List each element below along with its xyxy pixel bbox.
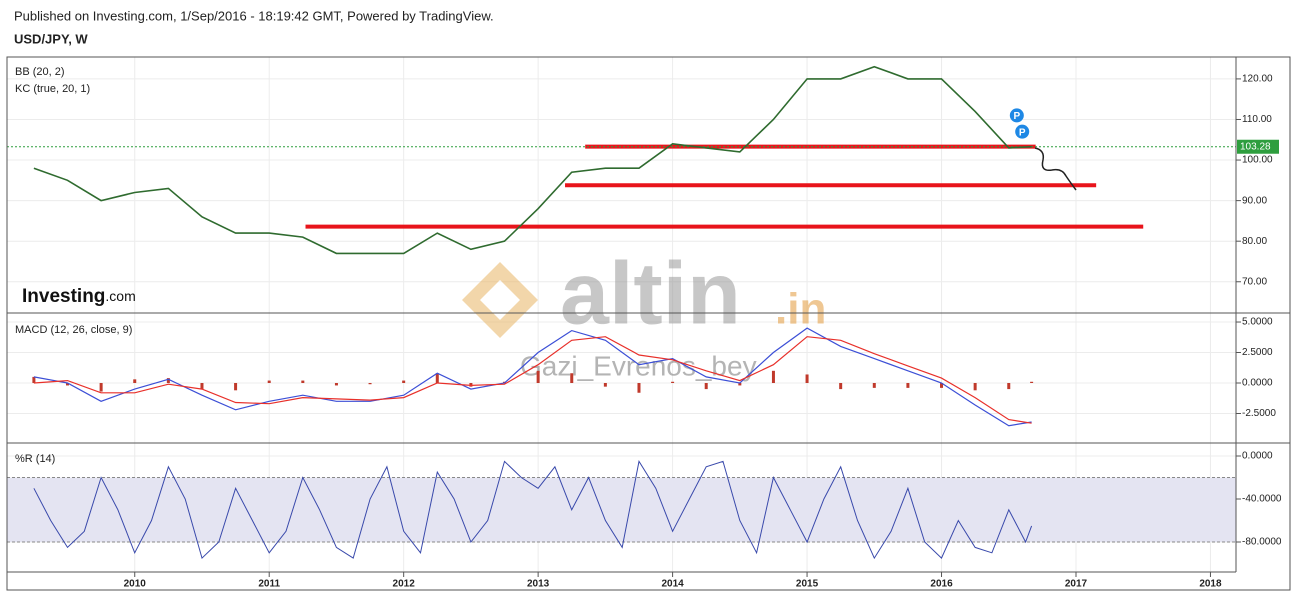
y-tick-label: 90.00 <box>1242 195 1267 206</box>
histogram-bar <box>435 373 439 383</box>
histogram-bar <box>1030 381 1034 383</box>
macd-line <box>33 327 1032 427</box>
x-tick-label: 2011 <box>258 579 280 590</box>
histogram-bar <box>166 378 170 383</box>
histogram-bar <box>637 383 641 393</box>
panel-title: MACD (12, 26, close, 9) <box>15 324 132 336</box>
histogram-bar <box>536 370 540 383</box>
histogram-bar <box>839 383 843 390</box>
histogram-bar <box>738 383 742 386</box>
y-tick-label: 80.00 <box>1242 236 1267 247</box>
y-tick-label: 0.0000 <box>1242 378 1273 389</box>
x-tick-label: 2016 <box>930 579 953 590</box>
y-tick-label: 100.00 <box>1242 155 1273 166</box>
watermark-author: Gazi_Evrenos_bey <box>520 350 757 381</box>
band <box>7 477 1236 543</box>
x-tick-label: 2017 <box>1065 579 1088 590</box>
x-tick-label: 2014 <box>661 579 684 590</box>
watermark-site-suffix: .in <box>775 285 826 334</box>
symbol: USD/JPY, W <box>14 31 88 46</box>
x-tick-label: 2010 <box>124 579 147 590</box>
marker-label: P <box>1013 111 1020 122</box>
histogram-bar <box>66 383 70 386</box>
y-tick-label: -40.0000 <box>1242 494 1282 505</box>
y-tick-label: -2.5000 <box>1242 408 1276 419</box>
current-price-tag <box>1237 139 1279 154</box>
histogram-bar <box>99 383 103 392</box>
histogram-bar <box>671 381 675 383</box>
histogram-bar <box>872 383 876 388</box>
histogram-bar <box>334 383 338 386</box>
histogram-bar <box>133 379 137 383</box>
published-note: Published on Investing.com, 1/Sep/2016 -… <box>14 8 494 23</box>
histogram-bar <box>771 370 775 383</box>
indicator-label: BB (20, 2) <box>15 66 65 78</box>
histogram-bar <box>704 383 708 390</box>
marker <box>1015 124 1030 139</box>
histogram-bar <box>32 376 36 383</box>
histogram-bar <box>234 383 238 391</box>
watermark: altin .in Gazi_Evrenos_bey <box>462 243 826 381</box>
macd-line <box>33 336 1032 424</box>
y-tick-label: 120.00 <box>1242 74 1273 85</box>
y-tick-label: 5.0000 <box>1242 317 1273 328</box>
logo-suffix: .com <box>105 288 135 304</box>
oscillator-line <box>33 460 1033 560</box>
y-tick-label: 0.0000 <box>1242 451 1273 462</box>
logo-text: Investing <box>22 286 105 307</box>
histogram-bar <box>603 383 607 387</box>
watermark-logo-inner <box>480 280 520 320</box>
histogram-bar <box>805 374 809 383</box>
histogram-bar <box>1007 383 1011 390</box>
panel-title: %R (14) <box>15 453 55 465</box>
y-tick-label: 2.5000 <box>1242 347 1273 358</box>
histogram-bar <box>301 380 305 383</box>
x-tick-label: 2013 <box>527 579 550 590</box>
watermark-site: altin <box>560 243 741 342</box>
x-tick-label: 2012 <box>393 579 416 590</box>
frame <box>6 56 1291 591</box>
price-line <box>33 65 1032 255</box>
x-tick-label: 2018 <box>1199 579 1222 590</box>
histogram-bar <box>940 383 944 388</box>
data-layer: PP <box>7 65 1236 560</box>
marker-label: P <box>1019 127 1026 138</box>
current-price-label: 103.28 <box>1240 141 1271 152</box>
histogram-bar <box>973 383 977 391</box>
histogram-bar <box>200 383 204 390</box>
y-tick-label: 110.00 <box>1242 114 1272 125</box>
x-tick-label: 2015 <box>796 579 819 590</box>
histogram-bar <box>402 380 406 383</box>
marker <box>1009 108 1024 123</box>
histogram-bar <box>906 383 910 388</box>
indicator-label: KC (true, 20, 1) <box>15 83 90 95</box>
investing-logo: Investing.com <box>22 286 136 307</box>
y-tick-label: 70.00 <box>1242 276 1267 287</box>
y-tick-label: -80.0000 <box>1242 537 1282 548</box>
histogram-bar <box>368 383 372 385</box>
forecast-sketch <box>1034 147 1077 191</box>
histogram-bar <box>267 380 271 383</box>
histogram-bar <box>570 373 574 383</box>
